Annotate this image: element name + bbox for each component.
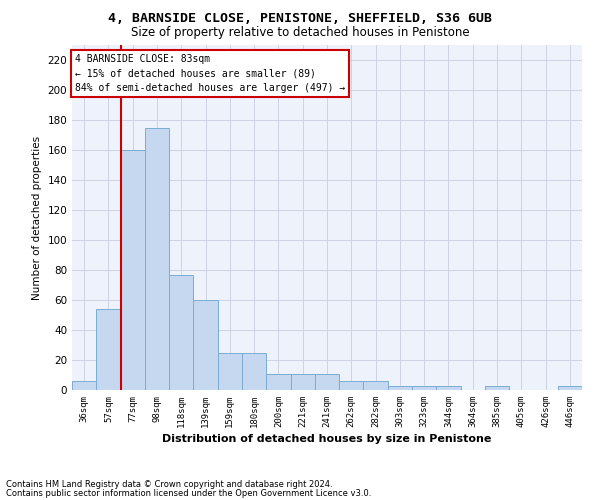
Bar: [388, 386, 412, 390]
Bar: [121, 150, 145, 390]
X-axis label: Distribution of detached houses by size in Penistone: Distribution of detached houses by size …: [163, 434, 491, 444]
Text: Contains public sector information licensed under the Open Government Licence v3: Contains public sector information licen…: [6, 488, 371, 498]
Bar: [364, 381, 388, 390]
Bar: [436, 386, 461, 390]
Bar: [485, 386, 509, 390]
Bar: [266, 374, 290, 390]
Bar: [169, 274, 193, 390]
Bar: [193, 300, 218, 390]
Bar: [339, 381, 364, 390]
Bar: [96, 309, 121, 390]
Bar: [315, 374, 339, 390]
Bar: [242, 352, 266, 390]
Text: 4, BARNSIDE CLOSE, PENISTONE, SHEFFIELD, S36 6UB: 4, BARNSIDE CLOSE, PENISTONE, SHEFFIELD,…: [108, 12, 492, 26]
Bar: [558, 386, 582, 390]
Text: 4 BARNSIDE CLOSE: 83sqm
← 15% of detached houses are smaller (89)
84% of semi-de: 4 BARNSIDE CLOSE: 83sqm ← 15% of detache…: [74, 54, 345, 93]
Bar: [290, 374, 315, 390]
Bar: [218, 352, 242, 390]
Text: Contains HM Land Registry data © Crown copyright and database right 2024.: Contains HM Land Registry data © Crown c…: [6, 480, 332, 489]
Y-axis label: Number of detached properties: Number of detached properties: [32, 136, 42, 300]
Bar: [145, 128, 169, 390]
Bar: [72, 381, 96, 390]
Bar: [412, 386, 436, 390]
Text: Size of property relative to detached houses in Penistone: Size of property relative to detached ho…: [131, 26, 469, 39]
